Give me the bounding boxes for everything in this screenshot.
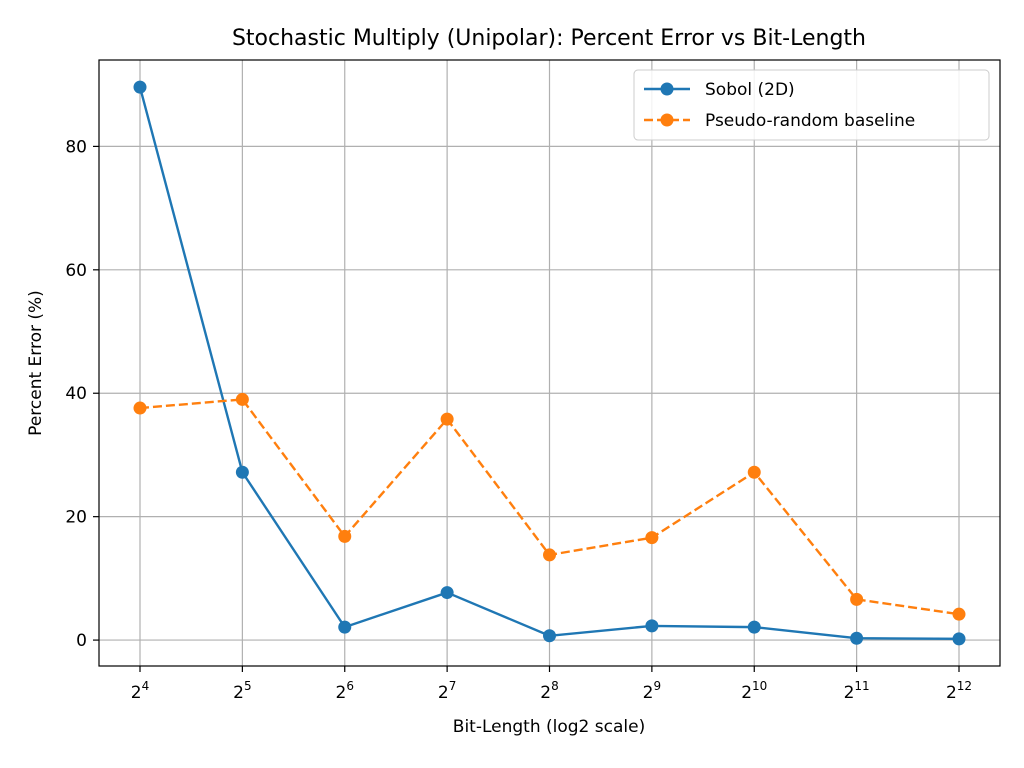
legend: Sobol (2D) Pseudo-random baseline: [633, 69, 990, 141]
x-tick-label: 24: [131, 679, 149, 703]
y-tick-label: 80: [65, 137, 87, 157]
data-point: [133, 80, 147, 94]
legend-marker: [660, 82, 674, 96]
legend-marker: [660, 113, 674, 127]
data-point: [645, 619, 659, 633]
x-tick-exponent: 12: [957, 679, 972, 693]
y-tick-label: 0: [76, 631, 87, 651]
x-tick-exponent: 11: [854, 679, 869, 693]
x-tick-exponent: 7: [449, 679, 457, 693]
x-tick-base: 2: [540, 683, 551, 703]
data-point: [338, 620, 352, 634]
data-point: [440, 412, 454, 426]
x-tick-label: 29: [643, 679, 661, 703]
x-tick-label: 212: [946, 679, 972, 703]
x-tick-label: 210: [741, 679, 767, 703]
x-tick-base: 2: [131, 683, 142, 703]
x-tick-base: 2: [233, 683, 244, 703]
x-tick-base: 2: [946, 683, 957, 703]
x-tick-base: 2: [438, 683, 449, 703]
x-tick-base: 2: [336, 683, 347, 703]
legend-box: [633, 69, 990, 141]
x-tick-exponent: 10: [752, 679, 767, 693]
y-axis-label: Percent Error (%): [26, 290, 46, 436]
x-tick-exponent: 8: [551, 679, 559, 693]
x-tick-exponent: 6: [346, 679, 354, 693]
data-point: [850, 631, 864, 645]
x-axis: 24 25 26 27 28 29 210 211 212: [131, 666, 972, 703]
data-point: [133, 401, 147, 415]
grid: [99, 60, 1000, 666]
x-tick-base: 2: [844, 683, 855, 703]
x-tick-base: 2: [741, 683, 752, 703]
data-point: [952, 632, 966, 646]
x-tick-label: 25: [233, 679, 251, 703]
data-point: [235, 465, 249, 479]
x-tick-exponent: 5: [244, 679, 252, 693]
data-point: [645, 531, 659, 545]
series-layer: [133, 80, 966, 646]
y-tick-label: 20: [65, 508, 87, 528]
x-tick-label: 28: [540, 679, 558, 703]
data-point: [952, 607, 966, 621]
y-axis: 0 20 40 60 80: [65, 137, 99, 651]
data-point: [543, 629, 556, 643]
x-tick-exponent: 9: [653, 679, 661, 693]
data-point: [850, 592, 864, 606]
y-tick-label: 60: [65, 261, 87, 281]
y-tick-label: 40: [65, 384, 87, 404]
data-point: [338, 529, 352, 543]
legend-label: Pseudo-random baseline: [705, 111, 915, 131]
x-tick-base: 2: [643, 683, 654, 703]
x-tick-label: 211: [844, 679, 870, 703]
series-1: [133, 80, 966, 646]
data-point: [440, 586, 454, 600]
x-tick-label: 27: [438, 679, 456, 703]
x-axis-label: Bit-Length (log2 scale): [453, 717, 645, 737]
data-point: [747, 620, 761, 634]
legend-label: Sobol (2D): [705, 80, 795, 100]
data-point: [747, 465, 761, 479]
data-point: [543, 548, 556, 562]
x-tick-exponent: 4: [142, 679, 150, 693]
chart-title: Stochastic Multiply (Unipolar): Percent …: [232, 26, 866, 51]
series-2: [133, 392, 966, 621]
x-tick-label: 26: [336, 679, 354, 703]
data-point: [235, 392, 249, 406]
